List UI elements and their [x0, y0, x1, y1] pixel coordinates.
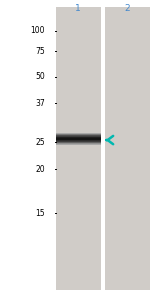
Bar: [56, 136, 100, 137]
Bar: [105, 7, 150, 290]
Bar: [56, 7, 100, 290]
Text: 1: 1: [75, 4, 81, 13]
Bar: [56, 138, 100, 139]
Text: 100: 100: [30, 26, 45, 35]
Text: 75: 75: [35, 47, 45, 56]
Bar: [56, 135, 100, 136]
Bar: [56, 141, 100, 142]
Bar: [56, 140, 100, 141]
Bar: [56, 137, 100, 138]
Bar: [56, 134, 100, 135]
Text: 15: 15: [35, 209, 45, 218]
Bar: [56, 144, 100, 145]
Bar: [56, 139, 100, 140]
Text: 20: 20: [35, 165, 45, 174]
Text: 25: 25: [35, 138, 45, 146]
Text: 50: 50: [35, 72, 45, 81]
Text: 2: 2: [125, 4, 130, 13]
Text: 37: 37: [35, 99, 45, 108]
Bar: [56, 142, 100, 143]
Bar: [56, 143, 100, 144]
Bar: [56, 133, 100, 134]
